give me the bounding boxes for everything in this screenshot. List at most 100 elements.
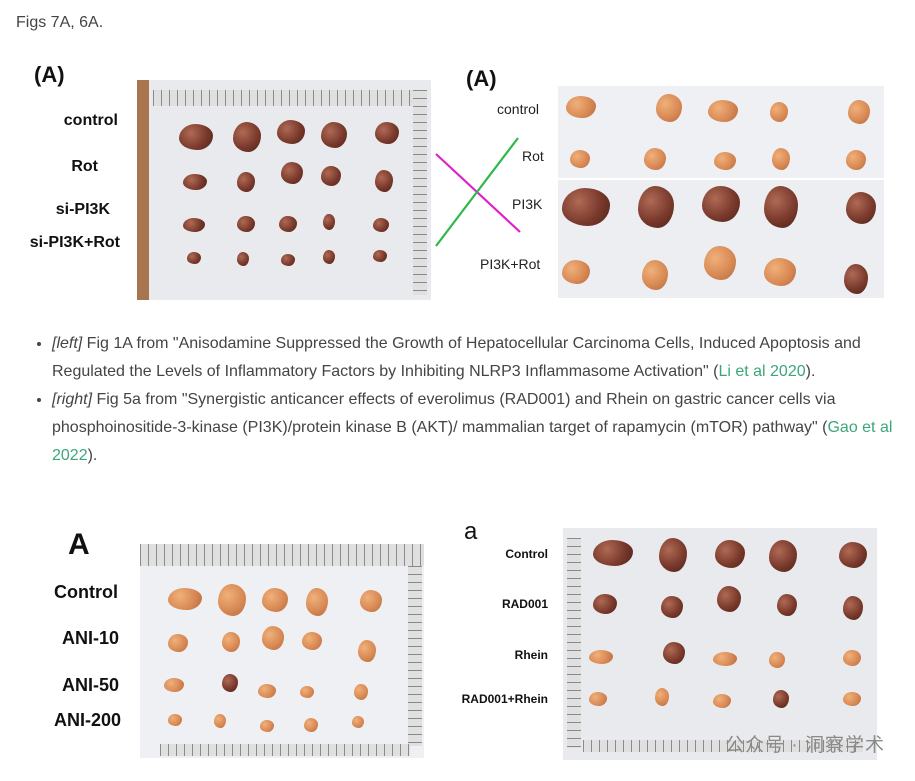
tumor bbox=[593, 540, 633, 566]
tumor bbox=[218, 584, 246, 616]
tumor bbox=[656, 94, 682, 122]
tumor bbox=[839, 542, 867, 568]
ruler-bottom bbox=[583, 740, 863, 752]
tumor bbox=[844, 264, 868, 294]
tumor bbox=[260, 720, 274, 732]
tumor bbox=[304, 718, 318, 732]
top-right-photo-lower bbox=[558, 180, 884, 298]
ruler-right bbox=[408, 566, 422, 746]
tumor bbox=[183, 218, 205, 232]
wood-edge bbox=[137, 80, 149, 300]
tumor bbox=[373, 250, 387, 262]
tumor bbox=[306, 588, 328, 616]
tumor bbox=[237, 216, 255, 232]
tumor bbox=[222, 632, 240, 652]
tumor bbox=[562, 188, 610, 226]
tumor bbox=[183, 174, 207, 190]
ruler-right bbox=[413, 90, 427, 295]
tumor bbox=[843, 650, 861, 666]
tumor bbox=[375, 170, 393, 192]
ruler-top bbox=[140, 544, 424, 566]
bottom-left-row-label: Control bbox=[54, 582, 118, 602]
tumor bbox=[714, 152, 736, 170]
tumor bbox=[237, 172, 255, 192]
tumor bbox=[164, 678, 184, 692]
top-right-row-label: control bbox=[497, 101, 540, 117]
tumor bbox=[773, 690, 789, 708]
bottom-right-tumor-photo bbox=[563, 528, 877, 760]
top-left-row-label: Rot bbox=[71, 158, 98, 175]
tumor bbox=[360, 590, 382, 612]
bottom-right-row-label: RAD001+Rhein bbox=[461, 692, 548, 706]
tumor bbox=[375, 122, 399, 144]
tumor bbox=[222, 674, 238, 692]
tumor bbox=[179, 124, 213, 150]
tumor bbox=[214, 714, 226, 728]
tumor bbox=[843, 692, 861, 706]
reference-text: Fig 5a from "Synergistic anticancer effe… bbox=[52, 391, 836, 436]
top-right-photo-upper bbox=[558, 86, 884, 178]
tumor bbox=[764, 258, 796, 286]
tumor bbox=[655, 688, 669, 706]
tumor bbox=[843, 596, 863, 620]
tumor bbox=[233, 122, 261, 152]
tumor bbox=[770, 102, 788, 122]
bottom-left-row-label: ANI-10 bbox=[62, 628, 120, 648]
reference-list: [left] Fig 1A from "Anisodamine Suppress… bbox=[30, 330, 915, 470]
reference-position: [right] bbox=[52, 391, 93, 408]
tumor bbox=[704, 246, 736, 280]
tumor bbox=[570, 150, 590, 168]
figs-caption: Figs 7A, 6A. bbox=[16, 14, 104, 31]
ruler-top bbox=[153, 90, 423, 106]
bottom-right-panel-label: a bbox=[464, 518, 478, 545]
reference-position: [left] bbox=[52, 335, 83, 352]
tumor bbox=[777, 594, 797, 616]
bottom-left-tumor-photo bbox=[140, 544, 424, 758]
tumor bbox=[262, 588, 288, 612]
tumor bbox=[262, 626, 284, 650]
tumor bbox=[661, 596, 683, 618]
cross-mark bbox=[435, 137, 521, 247]
bottom-right-row-label: Rhein bbox=[514, 648, 548, 662]
tumor bbox=[321, 166, 341, 186]
tumor bbox=[566, 96, 596, 118]
reference-end: ). bbox=[805, 363, 816, 380]
top-left-row-label: si-PI3K bbox=[55, 201, 110, 218]
top-right-row-label: PI3K+Rot bbox=[480, 256, 541, 272]
bottom-left-row-label: ANI-50 bbox=[62, 675, 120, 695]
tumor bbox=[708, 100, 738, 122]
tumor bbox=[769, 540, 797, 572]
tumor bbox=[638, 186, 674, 228]
green-line bbox=[435, 137, 519, 247]
tumor bbox=[717, 586, 741, 612]
tumor bbox=[702, 186, 740, 222]
tumor bbox=[187, 252, 201, 264]
tumor bbox=[644, 148, 666, 170]
top-left-row-label: si-PI3K+Rot bbox=[29, 234, 120, 251]
tumor bbox=[769, 652, 785, 668]
top-right-panel-label: (A) bbox=[466, 66, 497, 91]
tumor bbox=[168, 588, 202, 610]
bottom-right-row-label: RAD001 bbox=[501, 597, 548, 611]
tumor bbox=[258, 684, 276, 698]
tumor bbox=[659, 538, 687, 572]
ruler-left bbox=[567, 538, 581, 748]
top-left-row-label: control bbox=[63, 112, 118, 129]
magenta-line bbox=[435, 153, 521, 233]
top-left-panel-label: (A) bbox=[34, 62, 65, 87]
tumor bbox=[168, 634, 188, 652]
tumor bbox=[713, 652, 737, 666]
tumor bbox=[302, 632, 322, 650]
reference-link[interactable]: Gao et al 2022 bbox=[52, 419, 893, 464]
reference-link[interactable]: Li et al 2020 bbox=[718, 363, 806, 380]
tumor bbox=[373, 218, 389, 232]
tumor bbox=[323, 214, 335, 230]
tumor bbox=[589, 692, 607, 706]
tumor bbox=[277, 120, 305, 144]
tumor bbox=[281, 162, 303, 184]
top-right-row-label: PI3K bbox=[512, 196, 543, 212]
bottom-left-row-label: ANI-200 bbox=[54, 710, 122, 730]
tumor bbox=[352, 716, 364, 728]
tumor bbox=[772, 148, 790, 170]
top-left-tumor-photo bbox=[137, 80, 431, 300]
